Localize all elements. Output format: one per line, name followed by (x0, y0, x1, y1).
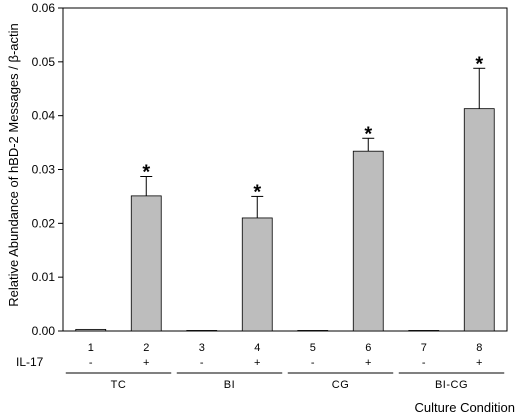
il17-sign: + (476, 357, 482, 369)
y-tick-label: 0.05 (32, 55, 56, 69)
x-axis-title: Culture Condition (415, 400, 515, 415)
bar (463, 108, 495, 332)
bar (75, 328, 107, 332)
plot-area: 0.00 0.01 0.02 0.03 0.04 0.05 0.06 1 - * 2 +3 - * 4 +5 -… (32, 1, 508, 391)
y-tick-label: 0.03 (32, 163, 56, 177)
category-label: 1 (88, 342, 94, 354)
category-label: 7 (421, 342, 427, 354)
il17-sign: - (200, 357, 204, 369)
group-label: CG (332, 379, 350, 391)
category-label: 5 (310, 342, 316, 354)
significance-marker: * (364, 123, 372, 145)
il17-row-label: IL-17 (16, 355, 44, 369)
category-label: 3 (199, 342, 205, 354)
category-label: 2 (143, 342, 149, 354)
y-axis-title: Relative Abundance of hBD-2 Messages / β… (6, 23, 21, 307)
category-label: 4 (254, 342, 260, 354)
bar (186, 330, 218, 332)
y-tick-label: 0.00 (32, 324, 56, 338)
il17-sign: + (254, 357, 260, 369)
il17-sign: - (422, 357, 426, 369)
group-label: TC (111, 379, 127, 391)
y-tick-label: 0.04 (32, 109, 56, 123)
significance-marker: * (475, 53, 483, 75)
bar (130, 195, 162, 332)
group-label: BI (224, 379, 235, 391)
bar (352, 150, 384, 332)
group-label: BI-CG (435, 379, 468, 391)
category-label: 8 (476, 342, 482, 354)
y-tick-label: 0.02 (32, 216, 56, 230)
bar (241, 217, 273, 332)
bar (297, 330, 329, 332)
y-tick-label: 0.06 (32, 1, 56, 15)
il17-sign: + (365, 357, 371, 369)
il17-sign: - (311, 357, 315, 369)
bar (408, 330, 440, 332)
significance-marker: * (253, 181, 261, 203)
category-label: 6 (365, 342, 371, 354)
significance-marker: * (142, 161, 150, 183)
plot-frame (62, 7, 508, 332)
y-tick-label: 0.01 (32, 270, 56, 284)
il17-sign: + (143, 357, 149, 369)
il17-sign: - (89, 357, 93, 369)
